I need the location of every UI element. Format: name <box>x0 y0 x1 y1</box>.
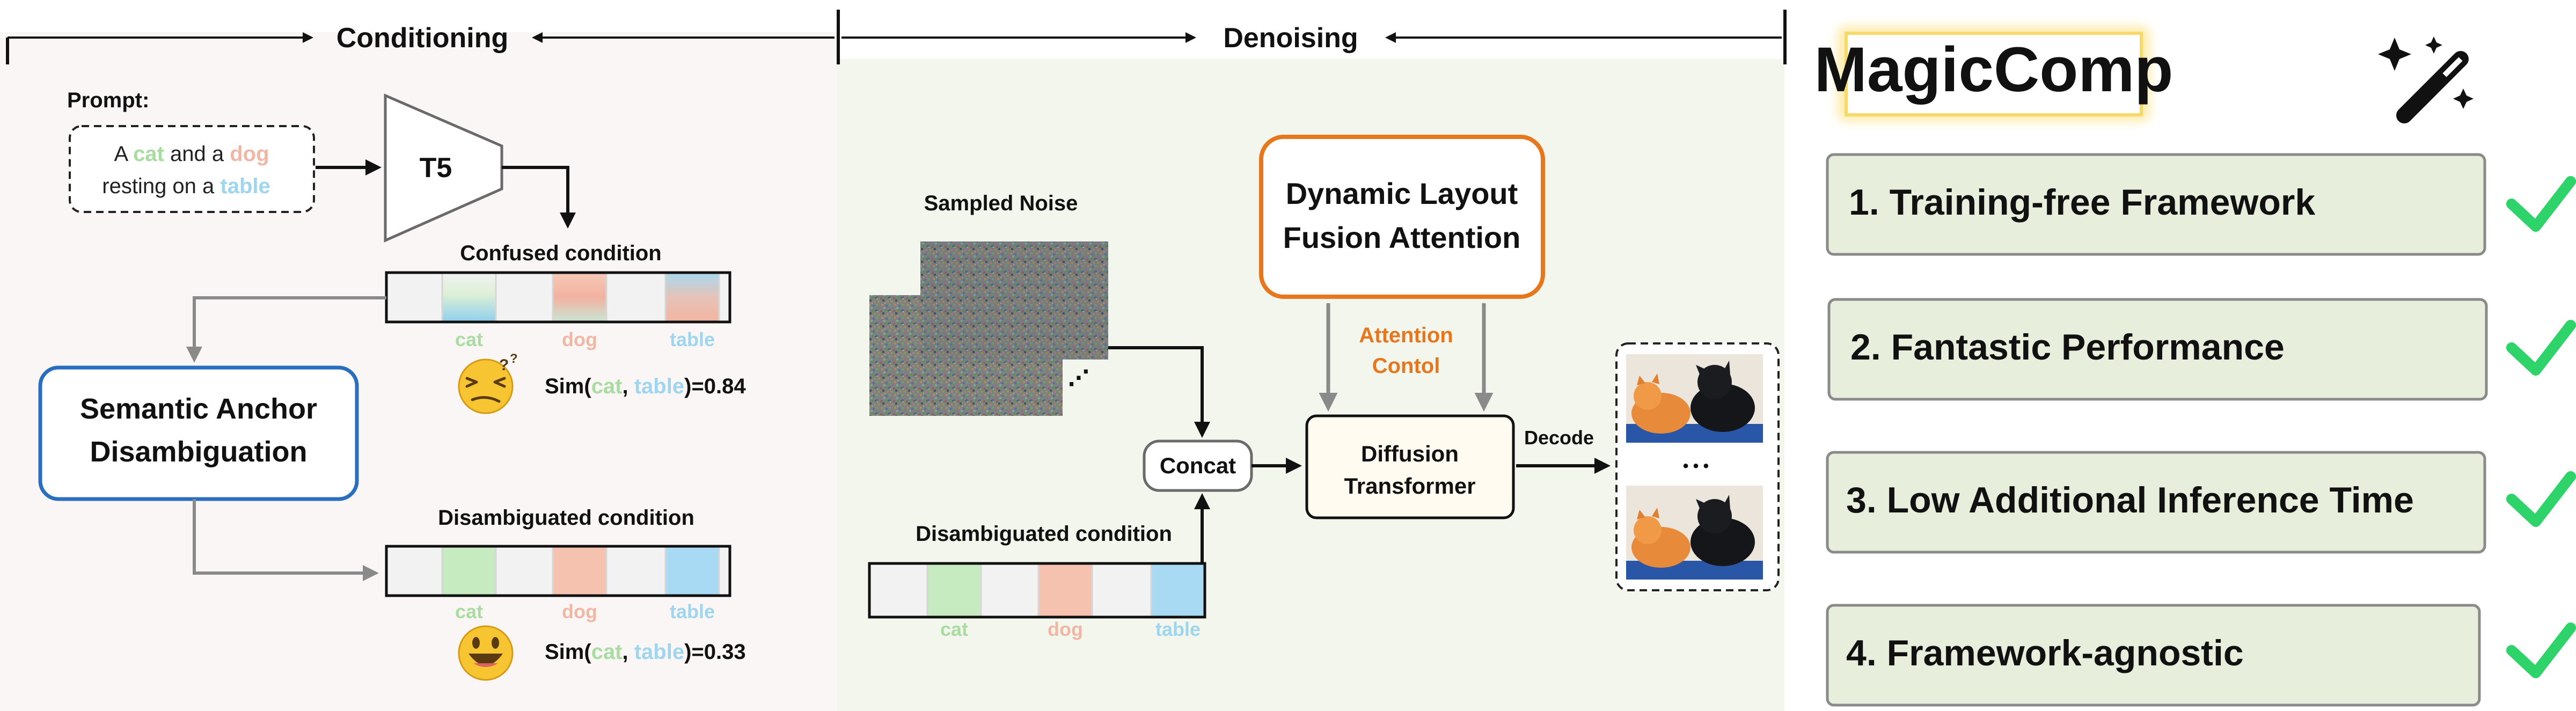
feature-label-4: 4. Framework-agnostic <box>1846 633 2244 673</box>
sad-to-disamb-arrow <box>193 499 379 581</box>
dlfa-line-1: Dynamic Layout <box>1286 177 1518 210</box>
t5-label: T5 <box>420 152 452 184</box>
confused-token-dog <box>553 273 606 322</box>
checkmark-icon <box>2506 471 2576 527</box>
disamb-label-table-right: table <box>1155 618 1201 640</box>
checkmark-icon <box>2506 176 2576 232</box>
prompt-box <box>69 125 315 213</box>
disamb-label-cat-left: cat <box>455 600 483 622</box>
feature-item-1: 1. Training-free Framework <box>1826 153 2576 256</box>
prompt-line-1: A cat and a dog <box>114 142 269 166</box>
t5-to-confused-arrow <box>502 166 576 229</box>
confused-token-table <box>665 273 719 322</box>
checkmark-icon <box>2506 320 2576 376</box>
confused-token-cat <box>442 273 496 322</box>
dlfa-line-2: Fusion Attention <box>1283 221 1521 254</box>
magiccomp-title-box <box>1845 32 2143 116</box>
feature-label-1: 1. Training-free Framework <box>1849 182 2315 223</box>
feature-item-2: 2. Fantastic Performance <box>1827 298 2576 401</box>
denoising-header: Denoising <box>1223 23 1358 54</box>
decode-label: Decode <box>1524 427 1594 449</box>
t5-encoder <box>384 93 503 243</box>
disamb-token-dog-right <box>1038 563 1092 617</box>
disamb-token-cat-right <box>927 563 981 617</box>
magiccomp-title: MagicComp <box>1814 34 2174 105</box>
dit-line-1: Diffusion <box>1361 441 1459 466</box>
output-frame-1 <box>1626 354 1763 443</box>
dlfa-box <box>1259 135 1545 299</box>
confused-condition-label: Confused condition <box>460 241 662 265</box>
prompt-word-cat: cat <box>133 142 164 166</box>
section-header: Conditioning Denoising <box>6 10 1787 64</box>
disamb-token-cat-left <box>442 546 496 596</box>
confused-label-cat: cat <box>455 328 483 350</box>
feature-item-3: 3. Low Additional Inference Time <box>1826 451 2576 554</box>
semantic-anchor-disambiguation-box <box>38 365 359 501</box>
feature-item-4: 4. Framework-agnostic <box>1826 604 2576 707</box>
disamb-label-dog-left: dog <box>562 600 597 622</box>
svg-text:?: ? <box>499 356 509 374</box>
prompt-label: Prompt: <box>67 89 149 112</box>
concat-label: Concat <box>1160 453 1236 478</box>
disamb-label-dog-right: dog <box>1048 618 1083 640</box>
output-frame-2 <box>1626 486 1763 580</box>
magic-wand-icon <box>2378 36 2473 123</box>
smiling-face-icon <box>458 625 514 681</box>
confused-face-icon: ? ? <box>458 351 518 414</box>
disamb-token-dog-left <box>553 546 606 596</box>
disamb-condition-label-right: Disambiguated condition <box>916 522 1172 546</box>
sad-line-2: Disambiguation <box>90 436 307 468</box>
svg-text:?: ? <box>510 351 518 366</box>
conditioning-header: Conditioning <box>336 23 509 54</box>
disamb-label-cat-right: cat <box>940 618 968 640</box>
attention-control-line-2: Contol <box>1372 354 1440 378</box>
disamb-condition-bar-right <box>868 562 1206 619</box>
sampled-noise-label: Sampled Noise <box>924 192 1078 215</box>
output-more-dots: • • • <box>1683 457 1709 475</box>
disamb-token-table-left <box>665 546 719 596</box>
sampled-noise-stack <box>869 241 1108 416</box>
noise-more-dots: ⋰ <box>1068 367 1089 390</box>
confused-to-sad-arrow <box>186 296 386 363</box>
disamb-condition-bar-left <box>385 545 731 597</box>
disamb-label-table-left: table <box>670 600 715 622</box>
diffusion-transformer-box <box>1305 414 1515 519</box>
confused-label-table: table <box>670 328 715 350</box>
feature-label-2: 2. Fantastic Performance <box>1850 327 2285 368</box>
prompt-word-dog: dog <box>230 142 269 166</box>
attention-control-line-1: Attention <box>1359 324 1453 347</box>
confused-condition-bar <box>385 271 731 324</box>
noise-to-concat-arrow <box>1108 346 1210 438</box>
sim-disamb: Sim(cat, table)=0.33 <box>545 640 746 664</box>
prompt-word-table: table <box>220 174 270 198</box>
feature-label-3: 3. Low Additional Inference Time <box>1846 480 2414 521</box>
confused-label-dog: dog <box>562 328 597 350</box>
disamb-token-table-right <box>1151 563 1205 617</box>
dit-line-2: Transformer <box>1344 473 1475 499</box>
sad-line-1: Semantic Anchor <box>80 393 317 425</box>
disamb-condition-label-left: Disambiguated condition <box>438 506 694 530</box>
prompt-line-2: resting on a table <box>102 174 270 198</box>
checkmark-icon <box>2506 622 2576 678</box>
sim-confused: Sim(cat, table)=0.84 <box>545 375 746 398</box>
